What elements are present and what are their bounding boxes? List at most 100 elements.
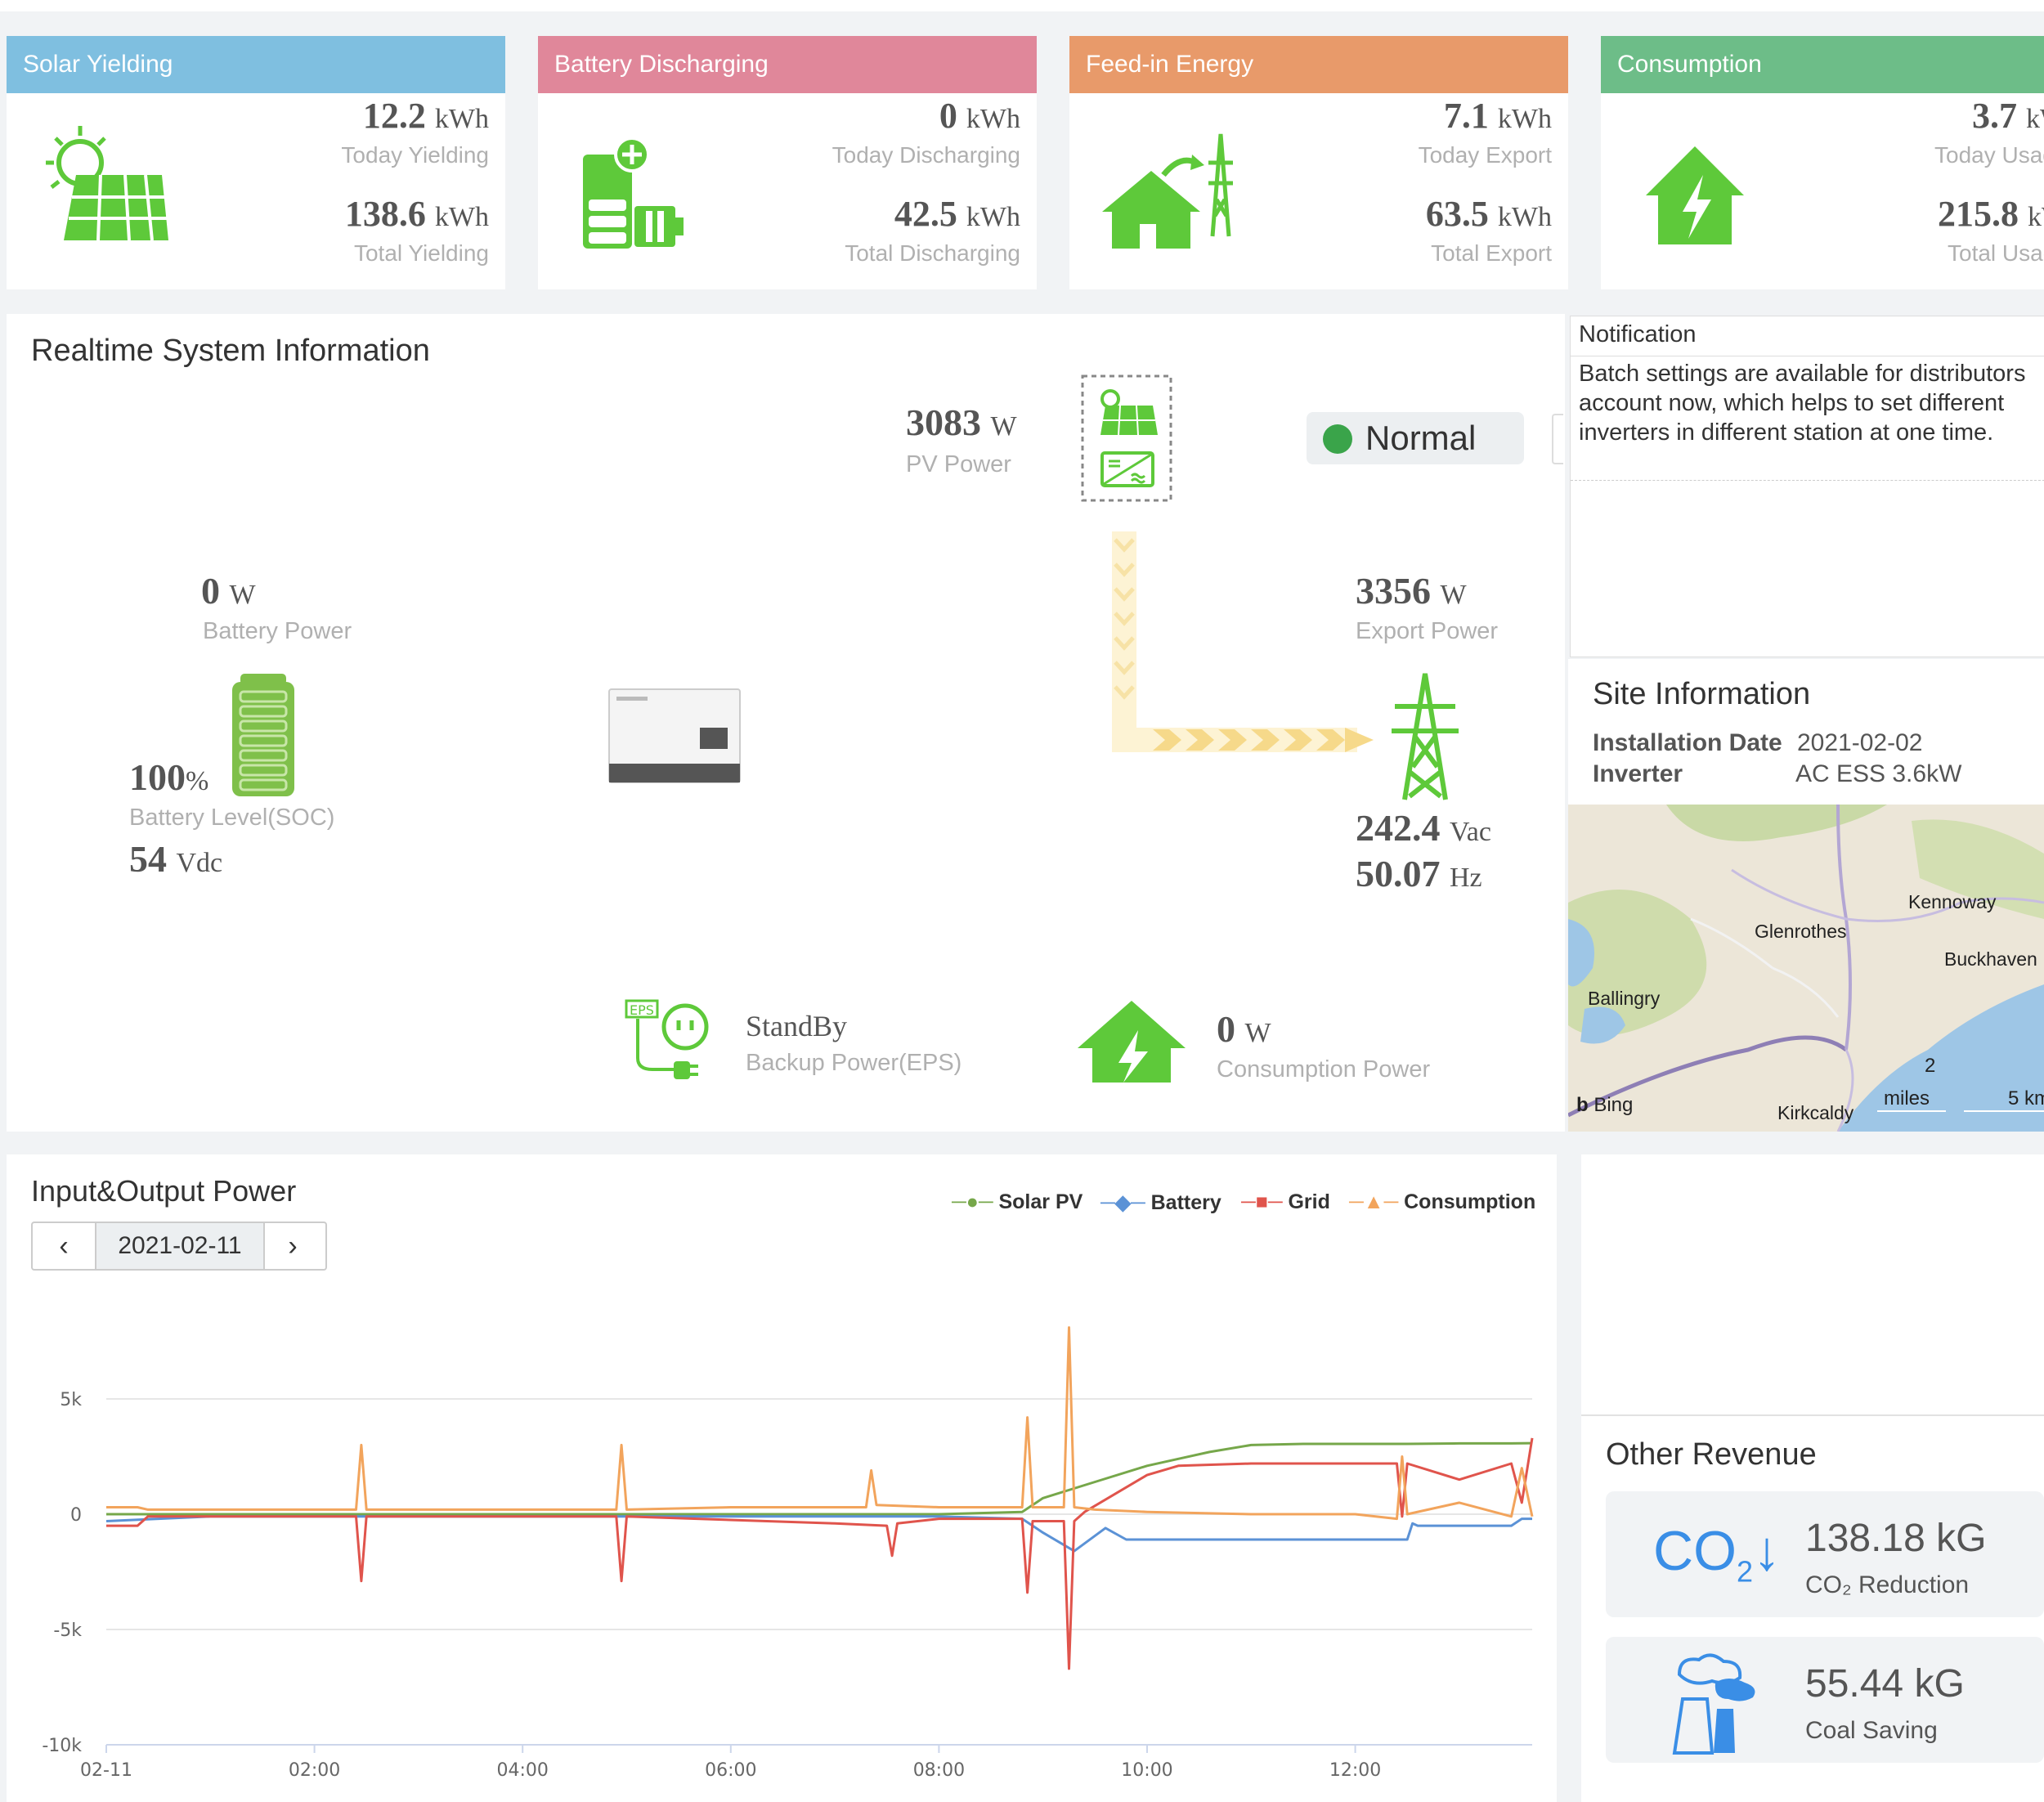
legend-grid[interactable]: ─■─ Grid [1241, 1190, 1330, 1213]
total-usage-label: Total Usage [1948, 240, 2044, 266]
panel-edge-tab [1552, 414, 1563, 464]
house-lightning-icon [1078, 1001, 1186, 1083]
total-discharging-label: Total Discharging [845, 240, 1020, 266]
battery-soc-value: 100% [129, 756, 209, 798]
legend-battery[interactable]: ─◆─ Battery [1100, 1191, 1221, 1214]
coal-label: Coal Saving [1805, 1717, 1938, 1744]
series-line-grid [106, 1437, 1534, 1670]
installation-date-label: Installation Date [1593, 729, 1782, 756]
consumption-card: Consumption 3.7 kWh Today Usage 215.8 kW… [1601, 36, 2044, 289]
scale-miles-value: 2 [1925, 1055, 1936, 1077]
grid-voltage-value: 242.4 Vac [1356, 807, 1491, 849]
notification-message[interactable]: Batch settings are available for distrib… [1579, 361, 2026, 446]
eps-status-value: StandBy [746, 1010, 848, 1042]
map-label: Kirkcaldy [1777, 1102, 1854, 1123]
today-discharging-label: Today Discharging [831, 142, 1020, 168]
legend-consumption[interactable]: ─▲─ Consumption [1349, 1190, 1536, 1213]
battery-power-value: 0 W [201, 570, 256, 612]
feed-in-energy-card: Feed-in Energy 7.1 kWh Today Export 63.5… [1069, 36, 1568, 289]
scale-bar [1964, 1110, 2044, 1112]
x-tick-label: 12:00 [1329, 1760, 1381, 1781]
scale-bar [1877, 1110, 1946, 1112]
notification-title: Notification [1579, 321, 1697, 347]
house-lightning-icon [1646, 146, 1744, 244]
io-power-chart[interactable]: 5k 0 -5k -10k 02-11 02:00 04:00 06:00 08:00 10:00… [7, 1275, 1557, 1802]
coal-saving-card: 55.44 kG Coal Saving [1606, 1637, 2044, 1763]
map-label: Buckhaven [1944, 948, 2037, 970]
series-line-solar-pv [106, 1441, 1533, 1516]
grid-frequency-value: 50.07 Hz [1356, 853, 1482, 894]
battery-power-label: Battery Power [203, 618, 352, 644]
battery-voltage-value: 54 Vdc [129, 838, 223, 880]
co2-down-icon: CO2↓ [1653, 1520, 1782, 1589]
card-title: Battery Discharging [538, 36, 1037, 93]
map-label: Kennoway [1908, 891, 1997, 912]
x-tick-label: 04:00 [496, 1760, 548, 1781]
y-tick-label: -5k [53, 1620, 82, 1641]
system-status-badge: Normal [1307, 412, 1524, 464]
y-tick-label: 0 [70, 1505, 82, 1526]
series-line-consumption [106, 1326, 1534, 1521]
power-flow-arrow [1112, 531, 1374, 752]
site-info-title: Site Information [1593, 677, 1811, 711]
total-yielding-label: Total Yielding [353, 240, 489, 266]
co2-label: CO₂ Reduction [1805, 1571, 1970, 1598]
today-yielding-label: Today Yielding [341, 142, 489, 168]
chevron-right-icon[interactable]: › [288, 1230, 298, 1262]
map-label: Ballingry [1588, 988, 1661, 1009]
total-discharging-value: 42.5 kWh [894, 194, 1020, 234]
co2-value: 138.18 kG [1805, 1517, 1987, 1560]
battery-soc-label: Battery Level(SOC) [129, 805, 335, 831]
x-tick-label: 02:00 [289, 1760, 340, 1781]
inverter-label: Inverter [1593, 760, 1683, 787]
site-info-panel [1568, 659, 2044, 806]
chevron-left-icon[interactable]: ‹ [59, 1230, 69, 1262]
card-title: Consumption [1601, 36, 2044, 93]
date-value[interactable]: 2021-02-11 [95, 1223, 265, 1269]
consumption-power-value: 0 W [1217, 1008, 1271, 1050]
today-discharging-value: 0 kWh [939, 96, 1020, 136]
total-export-label: Total Export [1431, 240, 1552, 266]
today-export-label: Today Export [1418, 142, 1552, 168]
today-yielding-value: 12.2 kWh [362, 96, 489, 136]
battery-discharging-card: Battery Discharging 0 kWh Today Discharg… [538, 36, 1037, 289]
y-tick-label: -10k [42, 1736, 82, 1756]
y-tick-label: 5k [60, 1390, 82, 1410]
card-title: Feed-in Energy [1069, 36, 1568, 93]
x-tick-label: 02-11 [80, 1760, 132, 1781]
solar-yielding-card: Solar Yielding 12.2 kWh Today Yielding 1… [7, 36, 505, 289]
notification-panel: Notification Batch settings are availabl… [1570, 316, 2044, 657]
total-yielding-value: 138.6 kWh [344, 194, 489, 234]
battery-discharge-icon [583, 137, 684, 249]
today-usage-label: Today Usage [1934, 142, 2044, 168]
export-power-value: 3356 W [1356, 570, 1467, 612]
card-title: Solar Yielding [7, 36, 505, 93]
pv-power-value: 3083 W [906, 401, 1017, 443]
x-tick-label: 10:00 [1121, 1760, 1172, 1781]
revenue-title: Other Revenue [1606, 1437, 1817, 1472]
map-label: Glenrothes [1755, 921, 1847, 942]
legend-solar-pv[interactable]: ─●─ Solar PV [952, 1190, 1083, 1213]
status-text: Normal [1365, 419, 1477, 457]
scale-miles-unit: miles [1884, 1087, 1930, 1109]
divider [1581, 1414, 2044, 1416]
eps-label: Backup Power(EPS) [746, 1050, 962, 1076]
scale-km: 5 km [2008, 1087, 2044, 1109]
divider [1571, 480, 2044, 481]
map-terrain [1568, 805, 2044, 1132]
x-tick-label: 08:00 [913, 1760, 965, 1781]
eps-plug-icon [625, 999, 709, 1079]
date-picker: ‹ 2021-02-11 › [31, 1222, 327, 1271]
battery-icon [232, 674, 294, 796]
io-power-title: Input&Output Power [31, 1174, 297, 1208]
status-dot-icon [1323, 424, 1352, 454]
today-export-value: 7.1 kWh [1443, 96, 1552, 136]
top-bar [0, 0, 2044, 11]
total-usage-value: 215.8 kWh [1938, 194, 2044, 234]
pv-power-label: PV Power [906, 451, 1011, 477]
site-map[interactable]: Kennoway Glenrothes Buckhaven Ballingry … [1568, 805, 2044, 1132]
grid-tower-icon [1392, 673, 1459, 800]
total-export-value: 63.5 kWh [1425, 194, 1552, 234]
bing-logo[interactable]: b Bing [1576, 1094, 1634, 1116]
coal-plant-icon [1672, 1653, 1755, 1755]
